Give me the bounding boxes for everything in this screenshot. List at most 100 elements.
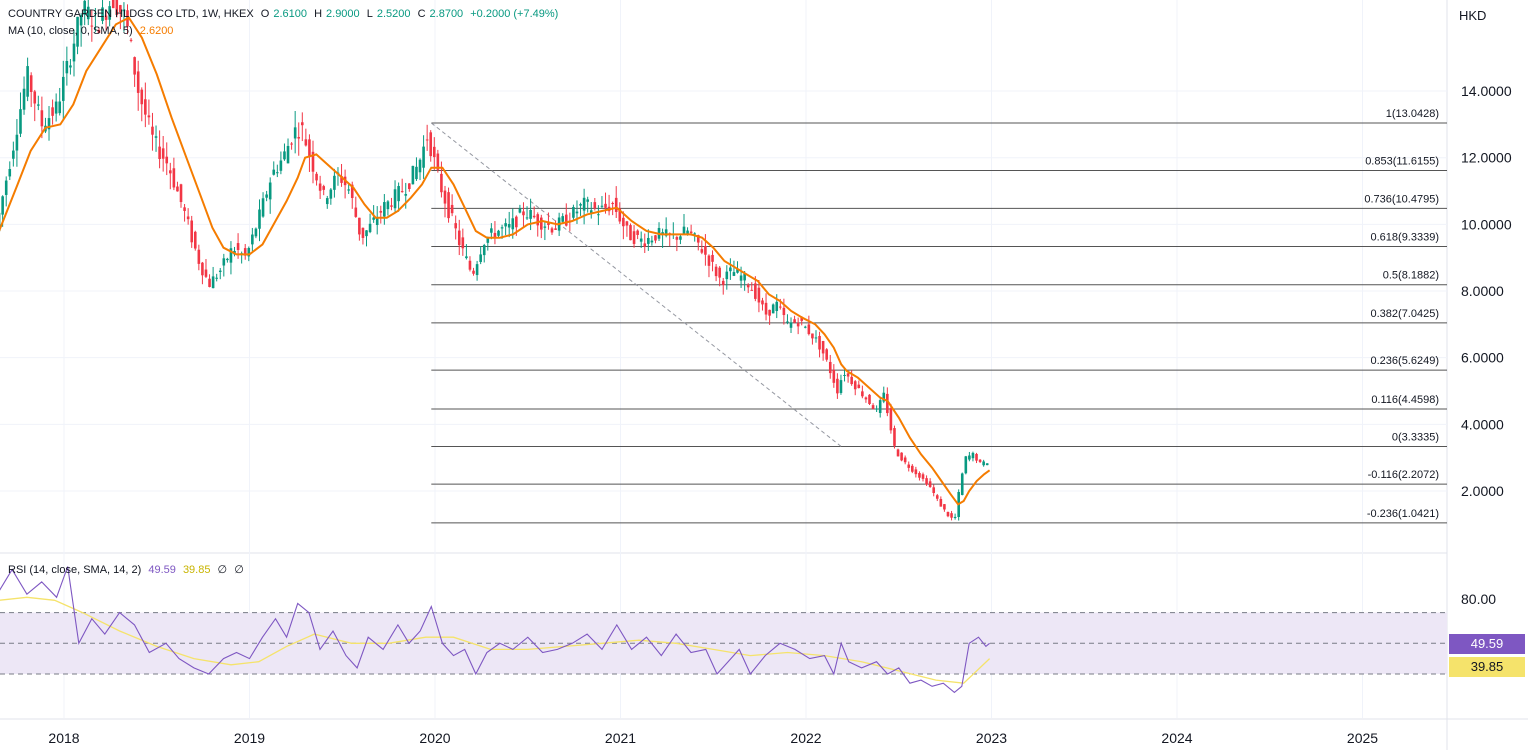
candle-body — [896, 449, 900, 457]
candle-body — [365, 230, 368, 237]
candle-body — [789, 322, 793, 328]
candle-body — [639, 238, 643, 242]
candle-body — [222, 258, 226, 266]
candle-body — [165, 156, 169, 164]
candle-body — [800, 316, 804, 321]
candle-body — [290, 143, 293, 145]
candle-body — [928, 481, 932, 487]
candle-body — [971, 452, 975, 459]
price-tick-label: 10.0000 — [1461, 216, 1512, 232]
candle-body — [814, 337, 818, 339]
candle-body — [618, 208, 622, 222]
candle-body — [978, 459, 982, 462]
candle-body — [33, 91, 37, 104]
candle-body — [176, 186, 179, 192]
candle-body — [746, 284, 750, 288]
fib-level-label: -0.236(1.0421) — [1367, 508, 1439, 520]
candle-body — [65, 60, 69, 74]
price-tick-label: 2.0000 — [1461, 483, 1504, 499]
close-value: 2.8700 — [429, 8, 464, 20]
candle-body — [311, 151, 315, 172]
candle-body — [632, 231, 636, 244]
candle-body — [686, 230, 689, 234]
candle-body — [889, 408, 893, 431]
candle-body — [83, 0, 86, 15]
price-tick-label: 6.0000 — [1461, 350, 1504, 366]
ma-line — [0, 16, 991, 506]
candle-body — [589, 210, 593, 214]
candle-body — [147, 115, 151, 118]
candle-body — [322, 186, 325, 190]
candle-body — [361, 227, 365, 238]
candle-body — [97, 29, 101, 33]
candle-body — [19, 109, 22, 134]
candle-body — [279, 160, 283, 171]
candle-body — [950, 513, 953, 518]
candle-body — [340, 176, 343, 183]
year-tick-label: 2019 — [234, 730, 265, 746]
candle-body — [650, 240, 654, 243]
candle-body — [101, 7, 104, 21]
candle-body — [272, 169, 276, 175]
candle-body — [51, 107, 54, 116]
candle-body — [572, 207, 575, 218]
candle-body — [397, 186, 400, 202]
candle-body — [871, 405, 875, 409]
candle-body — [129, 39, 133, 41]
candle-body — [511, 218, 515, 230]
fib-level-label: 0.382(7.0425) — [1371, 308, 1440, 320]
candle-body — [268, 182, 272, 200]
candle-body — [518, 208, 522, 213]
candle-body — [554, 228, 557, 230]
candle-body — [247, 247, 251, 257]
candle-body — [169, 170, 172, 174]
candle-body — [960, 473, 964, 495]
candle-body — [857, 384, 861, 389]
candle-body — [133, 57, 136, 75]
year-tick-label: 2018 — [48, 730, 79, 746]
candle-body — [400, 191, 404, 193]
currency-label: HKD — [1459, 8, 1486, 23]
candle-body — [782, 307, 786, 316]
candle-body — [564, 214, 568, 226]
price-tick-label: 14.0000 — [1461, 83, 1512, 99]
ma-legend: MA (10, close, 0, SMA, 5) 2.6200 — [8, 24, 177, 38]
candle-body — [911, 465, 914, 472]
candle-body — [218, 270, 222, 272]
price-tick-label: 4.0000 — [1461, 416, 1504, 432]
candle-body — [429, 132, 433, 157]
candle-body — [893, 428, 896, 446]
candle-body — [411, 165, 415, 185]
candle-body — [15, 134, 19, 151]
candle-body — [693, 233, 696, 235]
candle-body — [689, 231, 693, 234]
fib-level-label: 1(13.0428) — [1386, 108, 1439, 120]
candle-body — [643, 243, 647, 247]
candle-body — [743, 273, 746, 281]
ma-label: MA (10, close, 0, SMA, 5) — [8, 25, 133, 37]
candle-body — [454, 223, 457, 229]
candle-body — [229, 248, 233, 263]
low-label: L — [366, 8, 373, 20]
candle-body — [404, 194, 408, 196]
candle-body — [525, 217, 529, 219]
year-tick-label: 2022 — [790, 730, 821, 746]
candle-body — [500, 227, 504, 229]
candle-body — [647, 237, 650, 244]
candle-body — [786, 321, 789, 323]
candle-body — [372, 217, 375, 220]
candle-body — [497, 230, 500, 236]
candle-body — [807, 324, 811, 335]
candle-body — [793, 319, 796, 323]
candle-body — [493, 232, 497, 238]
open-label: O — [260, 8, 270, 20]
candle-body — [761, 300, 764, 305]
candle-body — [183, 207, 186, 211]
candle-body — [918, 472, 921, 478]
candle-body — [935, 495, 939, 499]
candle-body — [465, 256, 468, 259]
candle-body — [729, 267, 732, 272]
